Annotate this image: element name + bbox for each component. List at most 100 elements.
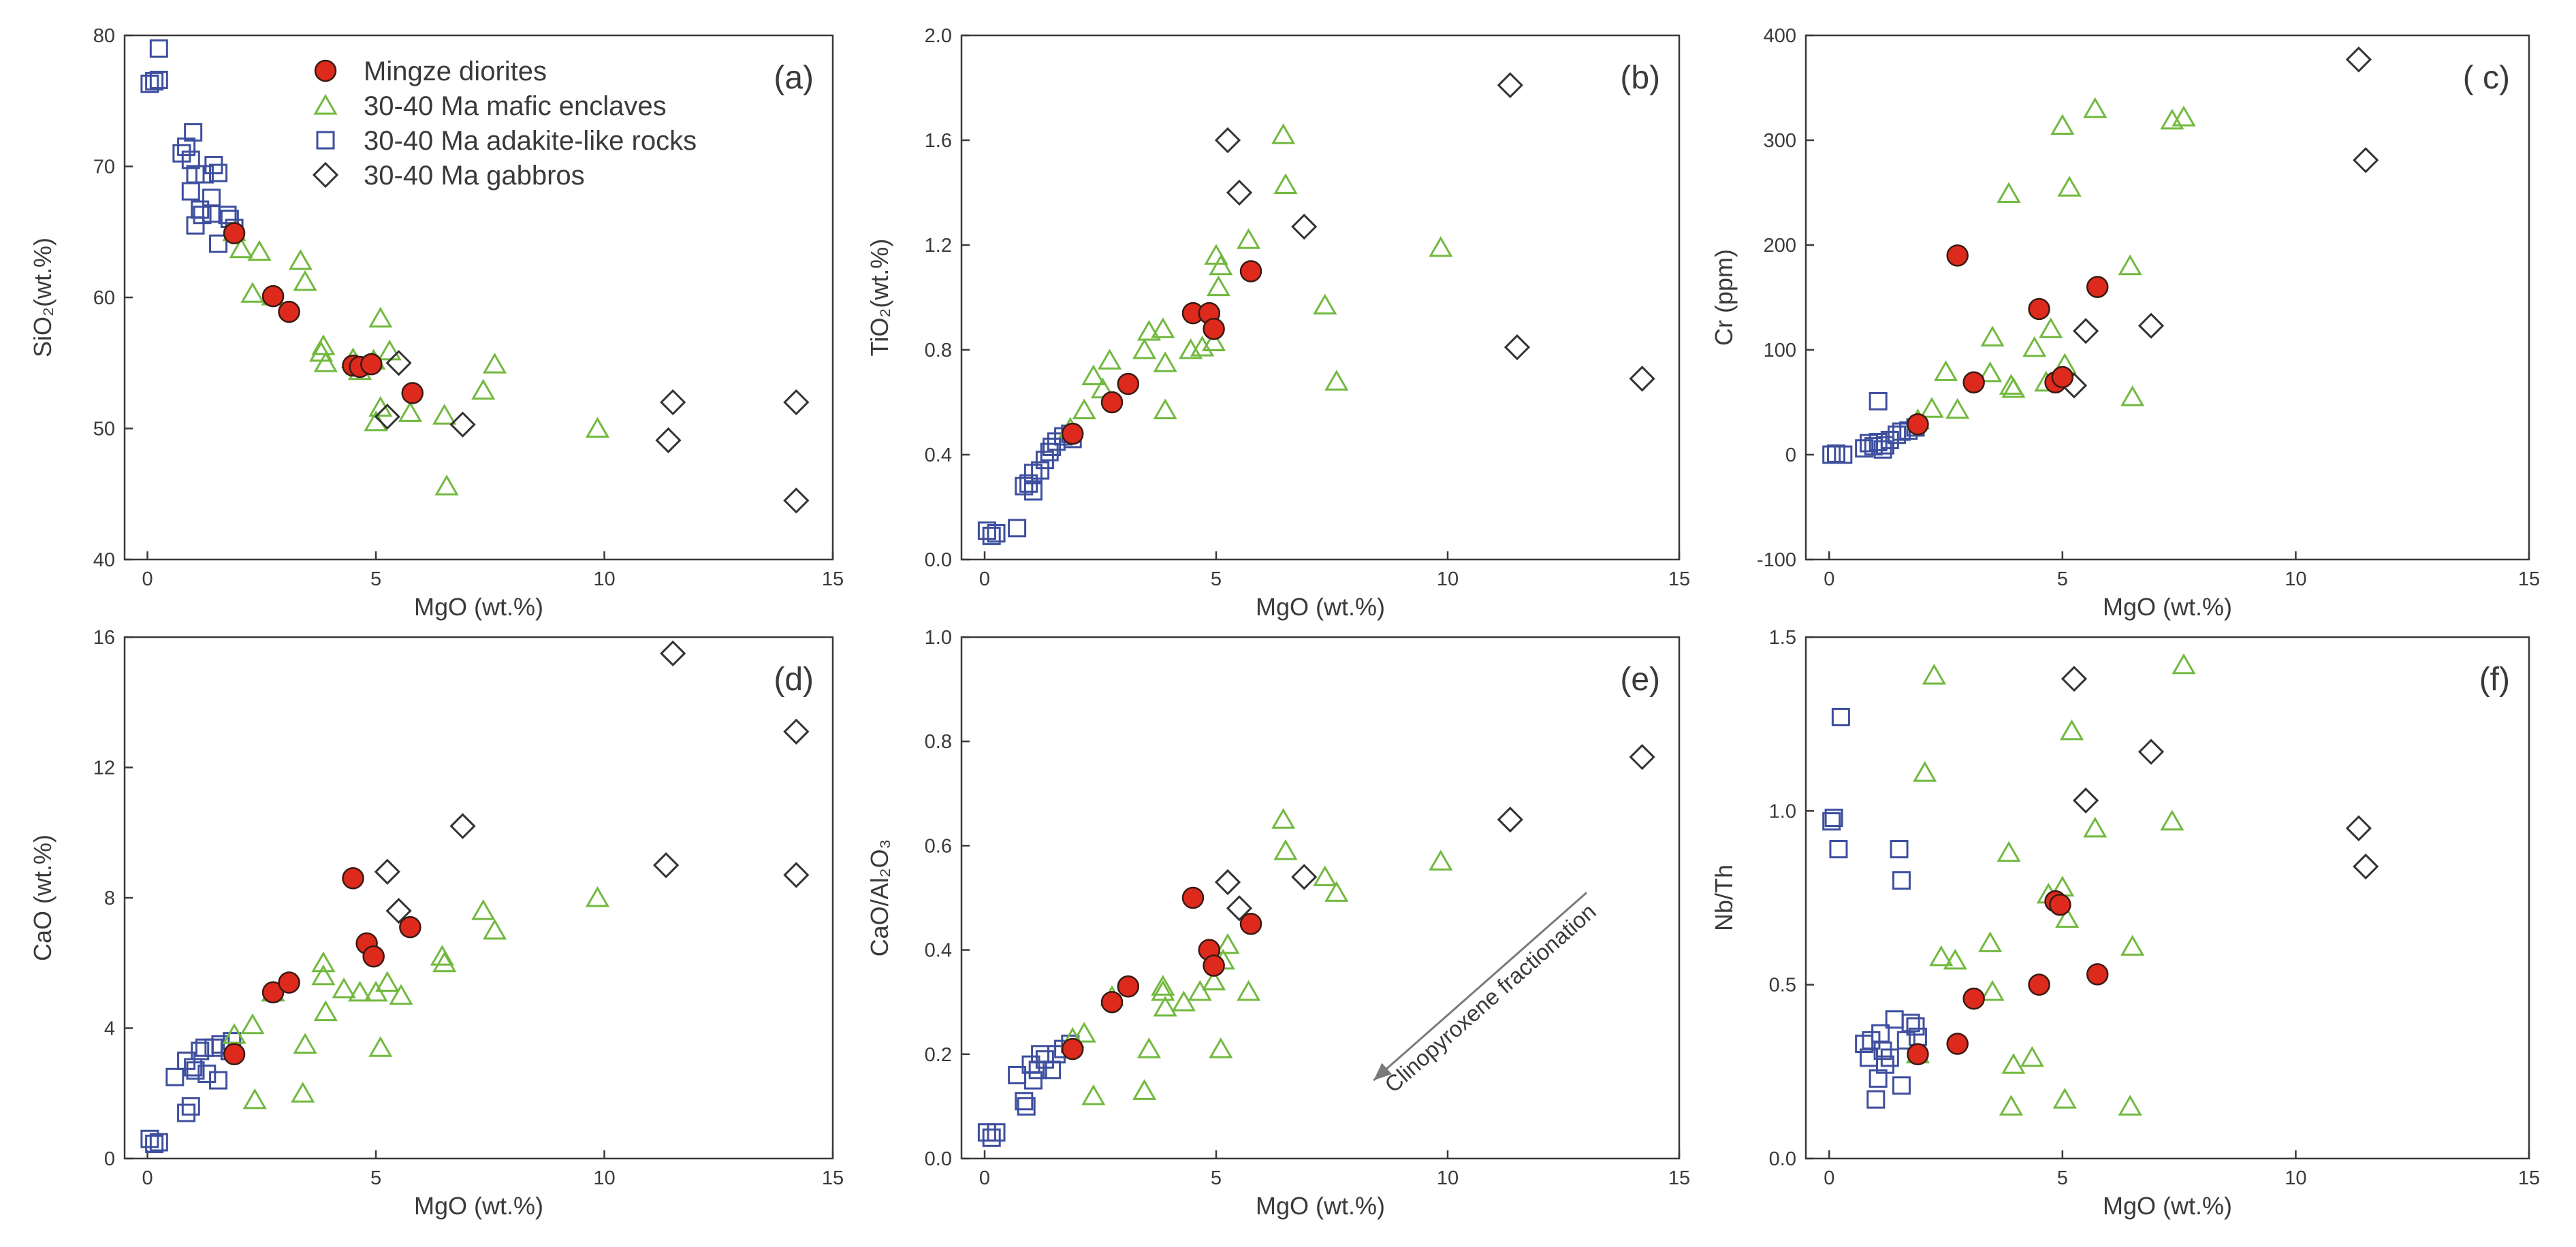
data-point-adakite bbox=[1896, 1031, 1915, 1050]
data-point-diorite bbox=[401, 382, 424, 404]
data-point-enclave bbox=[1997, 182, 2021, 204]
data-point-enclave bbox=[2039, 317, 2063, 338]
data-point-adakite bbox=[165, 1067, 185, 1086]
data-point-enclave bbox=[1153, 398, 1177, 420]
x-tick-label: 10 bbox=[1437, 1167, 1459, 1189]
data-point-adakite bbox=[1822, 812, 1841, 831]
y-axis-label: SiO₂(wt.%) bbox=[29, 238, 57, 357]
data-point-enclave bbox=[1997, 841, 2021, 862]
data-point-gabbro bbox=[1497, 72, 1523, 99]
y-tick-label: 1.6 bbox=[925, 130, 952, 152]
data-point-enclave bbox=[585, 886, 610, 907]
data-point-enclave bbox=[311, 964, 336, 986]
data-point-adakite bbox=[181, 150, 200, 169]
data-point-enclave bbox=[1324, 370, 1349, 391]
data-point-adakite bbox=[1873, 1041, 1892, 1060]
data-point-diorite bbox=[1100, 990, 1124, 1014]
series-gabbro bbox=[1214, 744, 1655, 922]
data-point-enclave bbox=[471, 899, 496, 920]
data-point-enclave bbox=[1929, 945, 1954, 967]
x-tick-label: 10 bbox=[593, 568, 615, 590]
data-point-adakite bbox=[149, 1133, 168, 1152]
data-point-enclave bbox=[1151, 975, 1175, 996]
panel-label: (e) bbox=[1620, 662, 1660, 698]
data-point-gabbro bbox=[1504, 334, 1531, 361]
data-point-adakite bbox=[1866, 1090, 1886, 1109]
data-point-adakite bbox=[145, 71, 164, 91]
data-point-diorite bbox=[2086, 963, 2109, 986]
data-point-adakite bbox=[191, 1041, 210, 1060]
series-diorite bbox=[1907, 890, 2109, 1066]
data-point-enclave bbox=[2001, 1053, 2026, 1074]
data-point-enclave bbox=[368, 1036, 393, 1057]
data-point-adakite bbox=[209, 1071, 228, 1090]
data-point-adakite bbox=[1875, 436, 1894, 455]
data-point-gabbro bbox=[1629, 744, 1655, 771]
y-axis-label: TiO₂(wt.%) bbox=[865, 239, 893, 357]
data-point-gabbro bbox=[652, 852, 680, 879]
data-point-adakite bbox=[1880, 1048, 1899, 1067]
data-point-adakite bbox=[186, 216, 205, 235]
data-point-enclave bbox=[1237, 979, 1261, 1001]
x-tick-label: 0 bbox=[979, 1167, 990, 1189]
data-point-adakite bbox=[202, 189, 221, 208]
data-point-enclave bbox=[1206, 275, 1230, 297]
data-point-adakite bbox=[982, 526, 1001, 545]
data-point-enclave bbox=[389, 984, 413, 1005]
data-point-enclave bbox=[432, 951, 457, 973]
data-point-enclave bbox=[288, 249, 313, 270]
data-point-diorite bbox=[399, 916, 422, 939]
data-point-adakite bbox=[181, 182, 200, 201]
x-axis-label: MgO (wt.%) bbox=[414, 593, 543, 621]
y-tick-label: 16 bbox=[93, 627, 115, 649]
data-point-enclave bbox=[2083, 816, 2108, 838]
data-point-enclave bbox=[311, 951, 336, 973]
data-point-adakite bbox=[218, 206, 237, 225]
series-gabbro bbox=[2061, 666, 2379, 880]
data-point-enclave bbox=[585, 417, 610, 438]
data-point-gabbro bbox=[2353, 147, 2379, 174]
data-point-enclave bbox=[229, 237, 253, 259]
x-tick-label: 0 bbox=[1824, 1167, 1834, 1189]
x-tick-label: 15 bbox=[2518, 1167, 2540, 1189]
data-point-enclave bbox=[1945, 398, 1970, 419]
data-point-diorite bbox=[2049, 893, 2071, 916]
data-point-adakite bbox=[1869, 391, 1888, 410]
data-point-gabbro bbox=[783, 389, 810, 416]
data-point-gabbro bbox=[783, 718, 810, 745]
y-tick-label: 0.5 bbox=[1769, 975, 1796, 997]
data-point-gabbro bbox=[2345, 46, 2372, 73]
data-point-adakite bbox=[987, 524, 1006, 542]
y-tick-label: 2.0 bbox=[925, 25, 952, 47]
data-point-enclave bbox=[1980, 979, 2005, 1001]
data-point-enclave bbox=[242, 1088, 267, 1110]
panel-f: 0 5 10 15 0.0 0.5 1.0 1.5 MgO (wt.%) Nb/Th (f) bbox=[1710, 627, 2540, 1220]
data-point-adakite bbox=[1892, 1076, 1911, 1095]
data-point-adakite bbox=[1008, 519, 1027, 538]
data-point-enclave bbox=[1136, 1037, 1161, 1058]
data-point-enclave bbox=[311, 334, 336, 355]
data-point-diorite bbox=[360, 353, 383, 376]
data-point-gabbro bbox=[1291, 864, 1318, 890]
data-point-gabbro bbox=[1214, 869, 1241, 896]
plot-frame-c bbox=[1804, 34, 2530, 561]
y-tick-label: 200 bbox=[1764, 235, 1796, 257]
x-tick-label: 15 bbox=[822, 568, 844, 590]
data-point-gabbro bbox=[660, 389, 686, 416]
x-tick-label: 5 bbox=[1211, 1167, 1222, 1189]
data-point-adakite bbox=[1906, 1017, 1925, 1036]
data-point-gabbro bbox=[374, 404, 400, 430]
y-tick-label: 8 bbox=[104, 888, 115, 909]
data-point-diorite bbox=[261, 981, 285, 1004]
data-point-enclave bbox=[1081, 1084, 1106, 1105]
y-tick-label: 0.8 bbox=[925, 731, 952, 753]
data-point-adakite bbox=[149, 70, 168, 89]
data-point-enclave bbox=[432, 404, 457, 425]
data-point-gabbro bbox=[449, 411, 476, 438]
data-point-diorite bbox=[223, 1043, 246, 1066]
data-point-gabbro bbox=[2137, 739, 2165, 765]
data-point-adakite bbox=[1031, 461, 1050, 480]
data-point-enclave bbox=[2083, 97, 2108, 118]
x-tick-label: 0 bbox=[979, 568, 990, 590]
panel-label: ( c) bbox=[2463, 60, 2510, 96]
